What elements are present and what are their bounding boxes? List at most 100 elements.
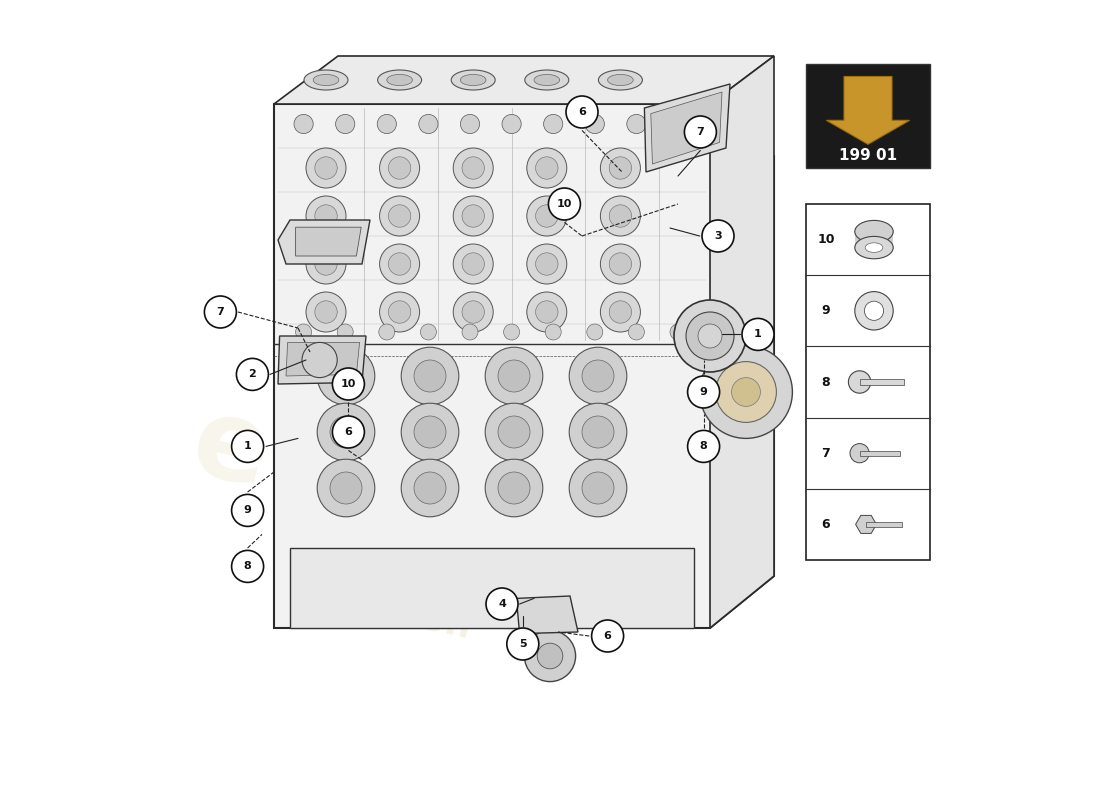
Bar	[859, 378, 903, 385]
Circle shape	[338, 324, 353, 340]
Circle shape	[498, 360, 530, 392]
Circle shape	[848, 370, 871, 393]
Circle shape	[566, 96, 598, 128]
Circle shape	[330, 416, 362, 448]
Circle shape	[686, 312, 734, 360]
Circle shape	[592, 620, 624, 652]
Polygon shape	[296, 227, 361, 256]
Circle shape	[700, 346, 792, 438]
Ellipse shape	[598, 70, 642, 90]
Circle shape	[462, 205, 484, 227]
Circle shape	[232, 430, 264, 462]
Circle shape	[315, 301, 338, 323]
Ellipse shape	[314, 74, 339, 86]
Polygon shape	[516, 596, 578, 634]
Ellipse shape	[607, 74, 634, 86]
Circle shape	[536, 157, 558, 179]
Circle shape	[582, 472, 614, 504]
Text: 199 01: 199 01	[839, 148, 898, 163]
Text: 1: 1	[244, 442, 252, 451]
Ellipse shape	[855, 220, 893, 243]
Text: 10: 10	[817, 233, 835, 246]
Circle shape	[486, 588, 518, 620]
Text: 4: 4	[498, 599, 506, 609]
Circle shape	[525, 630, 575, 682]
Circle shape	[336, 114, 355, 134]
Text: 6: 6	[579, 107, 586, 117]
Ellipse shape	[451, 70, 495, 90]
Polygon shape	[278, 220, 370, 264]
Circle shape	[543, 114, 563, 134]
Circle shape	[414, 360, 446, 392]
Text: a passion: a passion	[278, 571, 474, 645]
Circle shape	[684, 116, 716, 148]
Circle shape	[536, 253, 558, 275]
Circle shape	[609, 157, 631, 179]
Circle shape	[507, 628, 539, 660]
Text: since 1985: since 1985	[510, 270, 696, 338]
Polygon shape	[286, 342, 360, 376]
Text: 5: 5	[519, 639, 527, 649]
Circle shape	[205, 296, 236, 328]
Circle shape	[379, 148, 419, 188]
Text: 8: 8	[244, 562, 252, 571]
Circle shape	[317, 347, 375, 405]
Text: europ: europ	[182, 390, 561, 570]
Polygon shape	[290, 548, 694, 628]
Circle shape	[332, 368, 364, 400]
Circle shape	[294, 114, 313, 134]
Circle shape	[688, 430, 719, 462]
Circle shape	[674, 300, 746, 372]
Ellipse shape	[855, 237, 893, 259]
Circle shape	[485, 347, 542, 405]
Ellipse shape	[461, 74, 486, 86]
Circle shape	[698, 324, 722, 348]
Text: for: for	[442, 586, 506, 630]
Bar	[806, 64, 930, 168]
Polygon shape	[826, 77, 910, 144]
Circle shape	[585, 114, 604, 134]
Polygon shape	[856, 515, 877, 534]
Ellipse shape	[377, 70, 421, 90]
Bar	[855, 232, 893, 248]
Polygon shape	[274, 56, 774, 104]
Circle shape	[628, 324, 645, 340]
Circle shape	[236, 358, 268, 390]
Circle shape	[306, 196, 346, 236]
Circle shape	[569, 347, 627, 405]
Circle shape	[414, 416, 446, 448]
Circle shape	[462, 157, 484, 179]
Circle shape	[609, 205, 631, 227]
Ellipse shape	[534, 74, 560, 86]
Circle shape	[669, 114, 688, 134]
Circle shape	[402, 459, 459, 517]
Circle shape	[330, 472, 362, 504]
Circle shape	[601, 292, 640, 332]
Circle shape	[702, 220, 734, 252]
Circle shape	[296, 324, 311, 340]
Circle shape	[420, 324, 437, 340]
Circle shape	[462, 324, 478, 340]
Text: 9: 9	[700, 387, 707, 397]
Circle shape	[232, 550, 264, 582]
Polygon shape	[645, 84, 730, 172]
Circle shape	[586, 324, 603, 340]
Circle shape	[315, 205, 338, 227]
Text: 6: 6	[822, 518, 830, 531]
Circle shape	[379, 292, 419, 332]
Circle shape	[498, 472, 530, 504]
Circle shape	[732, 378, 760, 406]
Circle shape	[317, 403, 375, 461]
Ellipse shape	[866, 243, 883, 253]
Circle shape	[527, 148, 566, 188]
Circle shape	[388, 205, 410, 227]
Circle shape	[527, 244, 566, 284]
Circle shape	[498, 416, 530, 448]
Circle shape	[402, 403, 459, 461]
Bar	[806, 204, 930, 560]
Circle shape	[462, 301, 484, 323]
Circle shape	[379, 196, 419, 236]
Circle shape	[419, 114, 438, 134]
Circle shape	[414, 472, 446, 504]
Text: 6: 6	[604, 631, 612, 641]
